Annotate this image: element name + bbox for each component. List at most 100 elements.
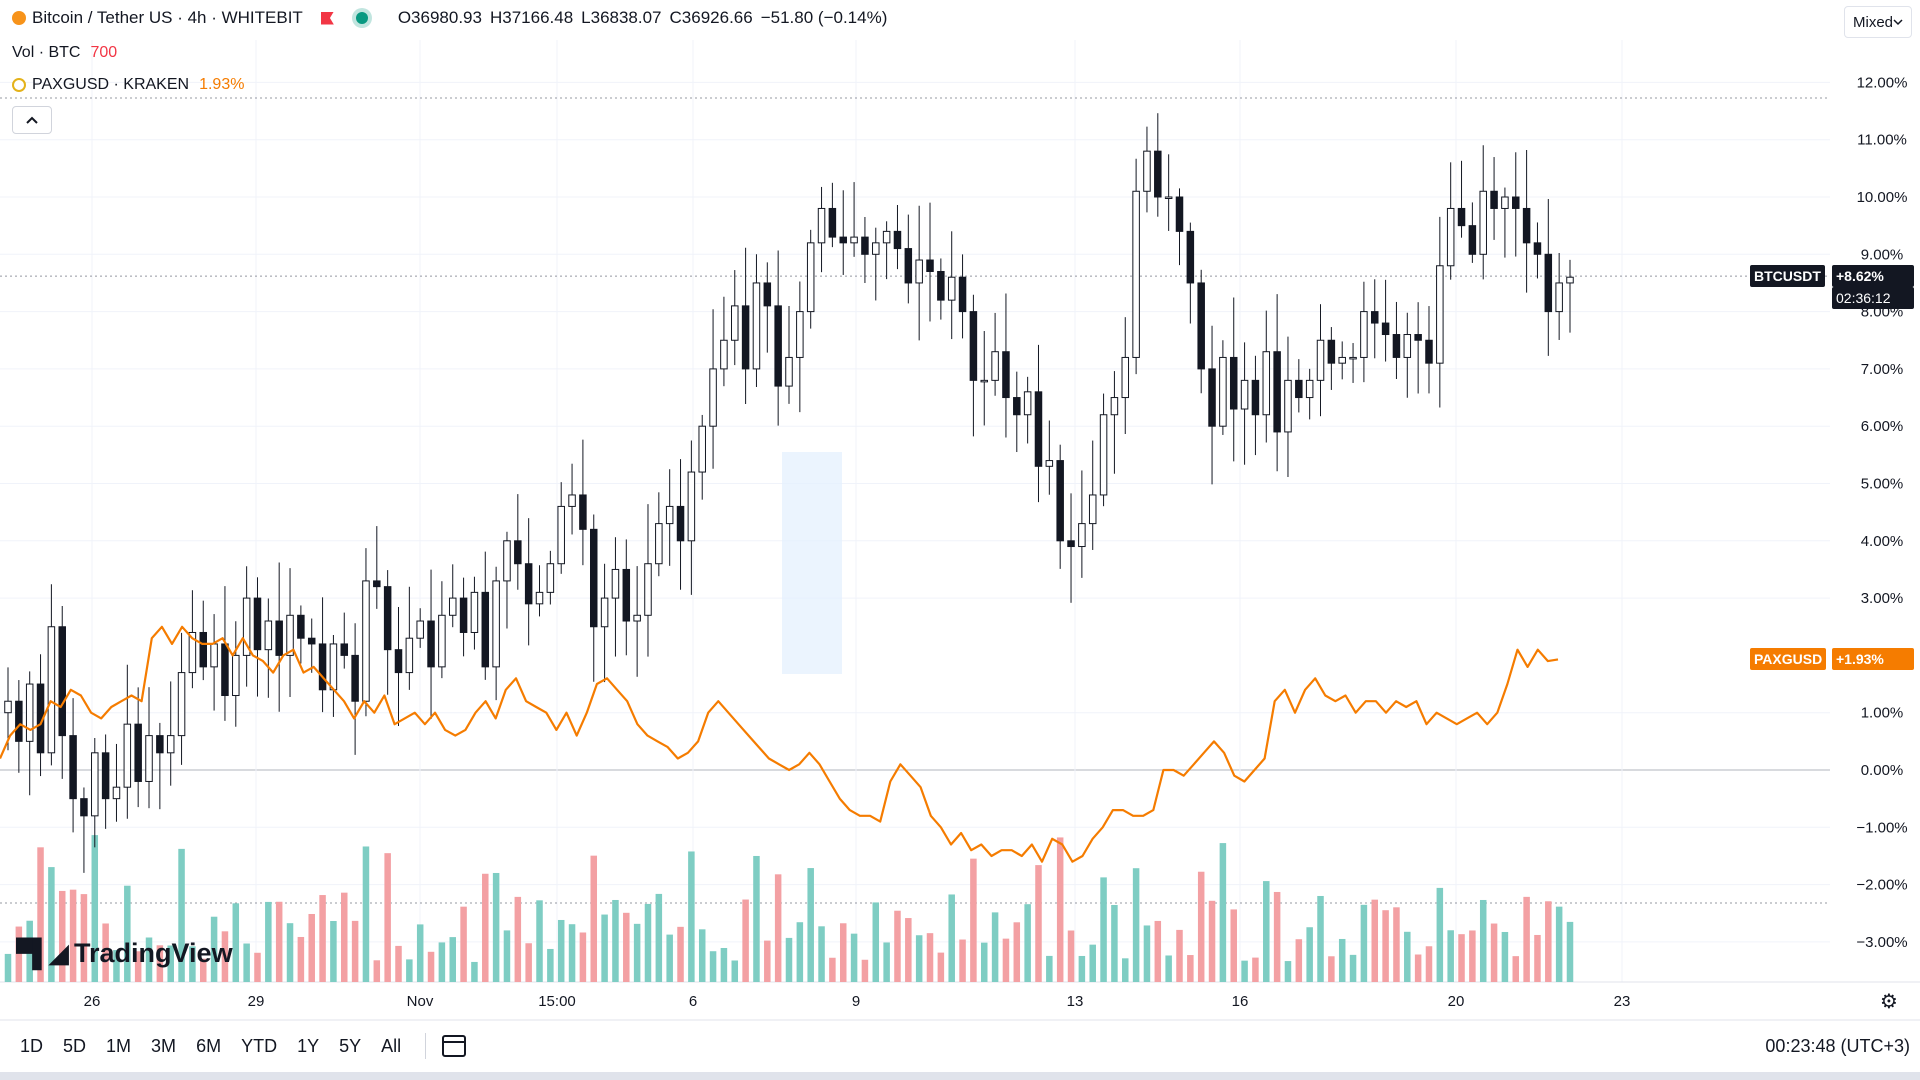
volume-bar: [709, 951, 717, 982]
volume-label[interactable]: Vol · BTC: [12, 44, 81, 61]
x-tick-label: 20: [1448, 993, 1465, 1010]
range-ytd-button[interactable]: YTD: [241, 1035, 278, 1056]
flag-icon[interactable]: [320, 11, 334, 25]
btc-price-label: BTCUSDT: [1750, 265, 1825, 287]
candle-body: [156, 735, 164, 754]
volume-bar: [1490, 923, 1498, 982]
volume-bar: [427, 951, 435, 982]
candle-body: [872, 242, 880, 255]
range-3m-button[interactable]: 3M: [151, 1035, 177, 1056]
paxg-line: [0, 625, 1559, 863]
axis-labels: 12.00%11.00%10.00%9.00%8.00%7.00%6.00%5.…: [84, 74, 1908, 1010]
volume-bar: [492, 872, 500, 982]
volume-bar: [698, 929, 706, 982]
volume-value: 700: [90, 44, 118, 61]
chevron-down-icon: [1893, 19, 1903, 26]
candle-body: [720, 339, 728, 370]
candle-body: [1045, 460, 1054, 467]
candle-body: [991, 351, 999, 381]
volume-bar: [829, 957, 836, 982]
main-legend: Bitcoin / Tether US · 4h · WHITEBIT O369…: [12, 8, 887, 28]
range-1d-button[interactable]: 1D: [20, 1035, 44, 1056]
volume-bar: [1555, 906, 1563, 982]
volume-bar: [1479, 899, 1487, 982]
volume-bar: [839, 923, 847, 982]
y-tick-label: 6.00%: [1861, 418, 1904, 435]
candle-body: [438, 614, 446, 668]
volume-bar: [189, 946, 196, 982]
candle-body: [459, 597, 468, 633]
volume-bar: [807, 868, 814, 982]
candle-body: [828, 207, 837, 238]
candle-body: [524, 563, 533, 605]
candle-body: [286, 614, 294, 656]
y-tick-label: 3.00%: [1861, 590, 1904, 607]
collapse-legend-button[interactable]: [12, 106, 52, 134]
volume-bar: [1122, 958, 1129, 982]
volume-bar: [1523, 896, 1530, 982]
candle-body: [275, 620, 283, 656]
range-5y-button[interactable]: 5Y: [339, 1035, 362, 1056]
btc-price-value: +8.62%: [1832, 265, 1914, 287]
volume-bar: [666, 934, 673, 982]
volume-bar: [297, 936, 305, 982]
candle-body: [297, 614, 305, 639]
range-5d-button[interactable]: 5D: [63, 1035, 87, 1056]
candle-body: [1403, 334, 1412, 358]
range-all-button[interactable]: All: [381, 1035, 402, 1056]
candle-body: [1316, 339, 1325, 381]
volume-bar: [134, 951, 142, 982]
candle-body: [535, 591, 544, 605]
volume-bar: [688, 851, 695, 982]
candle-body: [15, 700, 23, 742]
volume-bar: [731, 960, 739, 982]
y-tick-label: 5.00%: [1861, 476, 1904, 493]
candle-body: [1457, 207, 1466, 227]
scale-mode-dropdown[interactable]: Mixed: [1844, 6, 1912, 38]
volume-bar: [69, 889, 77, 982]
tradingview-logo[interactable]: ▀▌◢ TradingView: [16, 938, 233, 969]
candle-body: [1023, 391, 1032, 416]
volume-bar: [1208, 900, 1216, 982]
candle-body: [47, 626, 56, 754]
volume-bar: [1436, 887, 1444, 982]
volume-bar: [15, 926, 23, 982]
y-tick-label: 11.00%: [1857, 132, 1907, 149]
candle-body: [80, 798, 88, 817]
volume-bar: [1360, 904, 1368, 982]
volume-bar: [438, 942, 446, 982]
settings-gear-icon[interactable]: ⚙: [1880, 990, 1898, 1013]
volume-bar: [1328, 956, 1335, 982]
volume-bar: [471, 961, 478, 982]
timezone-clock[interactable]: 00:23:48 (UTC+3): [1765, 1036, 1910, 1056]
candle-body: [698, 425, 706, 473]
candle-body: [427, 620, 435, 668]
candle-body: [210, 643, 218, 668]
x-tick-label: 6: [689, 993, 697, 1010]
volume-bar: [145, 937, 153, 982]
volume-bar: [1393, 907, 1400, 982]
range-1m-button[interactable]: 1M: [106, 1035, 132, 1056]
volume-bar: [26, 920, 33, 982]
x-tick-label: 13: [1067, 993, 1084, 1010]
candle-body: [1295, 379, 1303, 399]
volume-bar: [1512, 956, 1520, 982]
y-tick-label: −3.00%: [1856, 934, 1907, 951]
compare-label[interactable]: PAXGUSD · KRAKEN: [32, 76, 190, 93]
symbol-title[interactable]: Bitcoin / Tether US · 4h · WHITEBIT: [32, 8, 303, 27]
volume-bar: [232, 903, 240, 982]
volume-bar: [937, 952, 945, 982]
x-tick-label: 15:00: [538, 993, 576, 1010]
candle-body: [1414, 334, 1422, 341]
calendar-icon[interactable]: [442, 1035, 467, 1057]
candle-body: [1186, 230, 1195, 284]
candle-body: [1229, 356, 1238, 410]
volume-bar: [91, 835, 99, 982]
range-1y-button[interactable]: 1Y: [297, 1035, 320, 1056]
volume-bar: [742, 899, 749, 982]
range-6m-button[interactable]: 6M: [196, 1035, 222, 1056]
x-tick-label: 16: [1232, 993, 1249, 1010]
candle-body: [709, 368, 717, 427]
candle-body: [514, 540, 522, 565]
